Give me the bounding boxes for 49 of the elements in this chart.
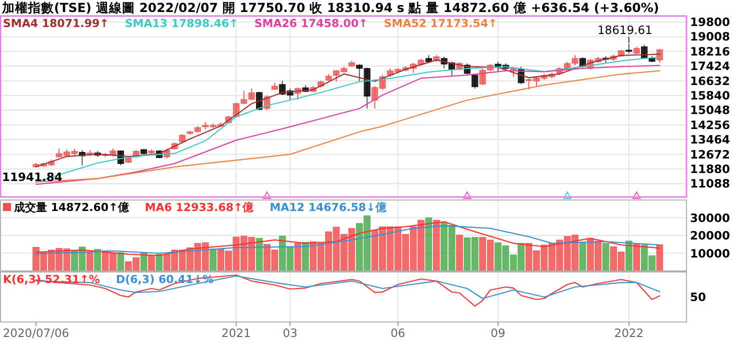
chart-title: 加權指數(TSE) 週線圖 2022/02/07 開 17750.70 收 18310.94 s 點 量 14872.60 億 +636.54 (+3.60%) bbox=[1, 0, 660, 15]
candlestick bbox=[472, 74, 478, 89]
bar bbox=[602, 243, 610, 272]
x-tick-label: 2021 bbox=[222, 326, 251, 340]
y-tick-label: 13464 bbox=[690, 132, 730, 147]
x-tick-label: 2022 bbox=[614, 326, 644, 340]
bar bbox=[579, 242, 586, 272]
bar bbox=[156, 254, 163, 272]
bar bbox=[433, 220, 440, 272]
y-tick-label: 19800 bbox=[690, 15, 730, 30]
y-tick-label: 12672 bbox=[690, 147, 730, 162]
bar bbox=[633, 244, 640, 272]
x-tick-label: 06 bbox=[390, 326, 406, 340]
y-tick-label: 20000 bbox=[690, 228, 730, 242]
text: SMA26 17458.00↑ bbox=[254, 17, 368, 30]
bar bbox=[626, 240, 632, 272]
bar bbox=[656, 244, 664, 272]
bar bbox=[256, 238, 263, 272]
x-tick-label: 09 bbox=[490, 326, 506, 340]
y-tick-label: 18216 bbox=[690, 44, 730, 58]
y-tick-label: 16632 bbox=[690, 74, 730, 88]
y-tick-label: 14256 bbox=[690, 118, 730, 132]
legend-label: 成交量 14872.60↑億 bbox=[13, 201, 130, 214]
y-tick-label: 11088 bbox=[690, 176, 730, 191]
text: MA6 12933.68↑億 bbox=[144, 201, 255, 214]
x-tick-label: 03 bbox=[282, 326, 298, 340]
series-label: MA12 14676.58↓億 bbox=[270, 201, 388, 214]
x-tick-label: 2020/07/06 bbox=[2, 326, 70, 340]
bar bbox=[117, 252, 124, 272]
bar bbox=[94, 249, 101, 272]
text: SMA52 17173.54↑ bbox=[384, 17, 498, 30]
annotation: 18619.61 bbox=[597, 22, 652, 37]
text: SMA13 17898.46↑ bbox=[124, 17, 238, 30]
bar bbox=[456, 234, 463, 272]
bar bbox=[294, 243, 302, 272]
bar bbox=[210, 248, 216, 272]
y-tick-label: 10000 bbox=[690, 246, 730, 260]
bar bbox=[148, 255, 155, 272]
candlestick bbox=[626, 43, 632, 54]
text: 50 bbox=[690, 290, 706, 304]
y-tick-label: 19008 bbox=[690, 30, 730, 44]
y-tick-label: 15840 bbox=[690, 88, 730, 102]
y-tick-label: 30000 bbox=[690, 210, 730, 225]
bar bbox=[425, 218, 432, 272]
text: SMA4 18071.99↑ bbox=[3, 17, 109, 30]
y-tick-label: 11880 bbox=[690, 162, 730, 176]
y-tick-label: 17424 bbox=[690, 59, 730, 74]
y-tick-label: 15048 bbox=[690, 103, 730, 118]
bar bbox=[86, 251, 94, 272]
